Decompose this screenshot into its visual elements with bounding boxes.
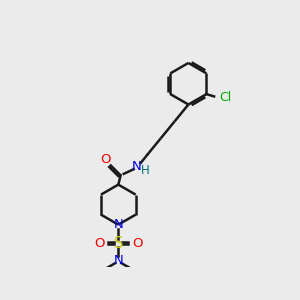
Text: O: O [132,237,143,250]
Text: S: S [114,236,123,250]
Text: O: O [100,154,110,166]
Text: N: N [113,218,123,231]
Text: Cl: Cl [219,92,231,104]
Text: N: N [132,160,142,173]
Text: H: H [141,164,150,177]
Text: O: O [94,237,104,250]
Text: N: N [113,254,123,267]
